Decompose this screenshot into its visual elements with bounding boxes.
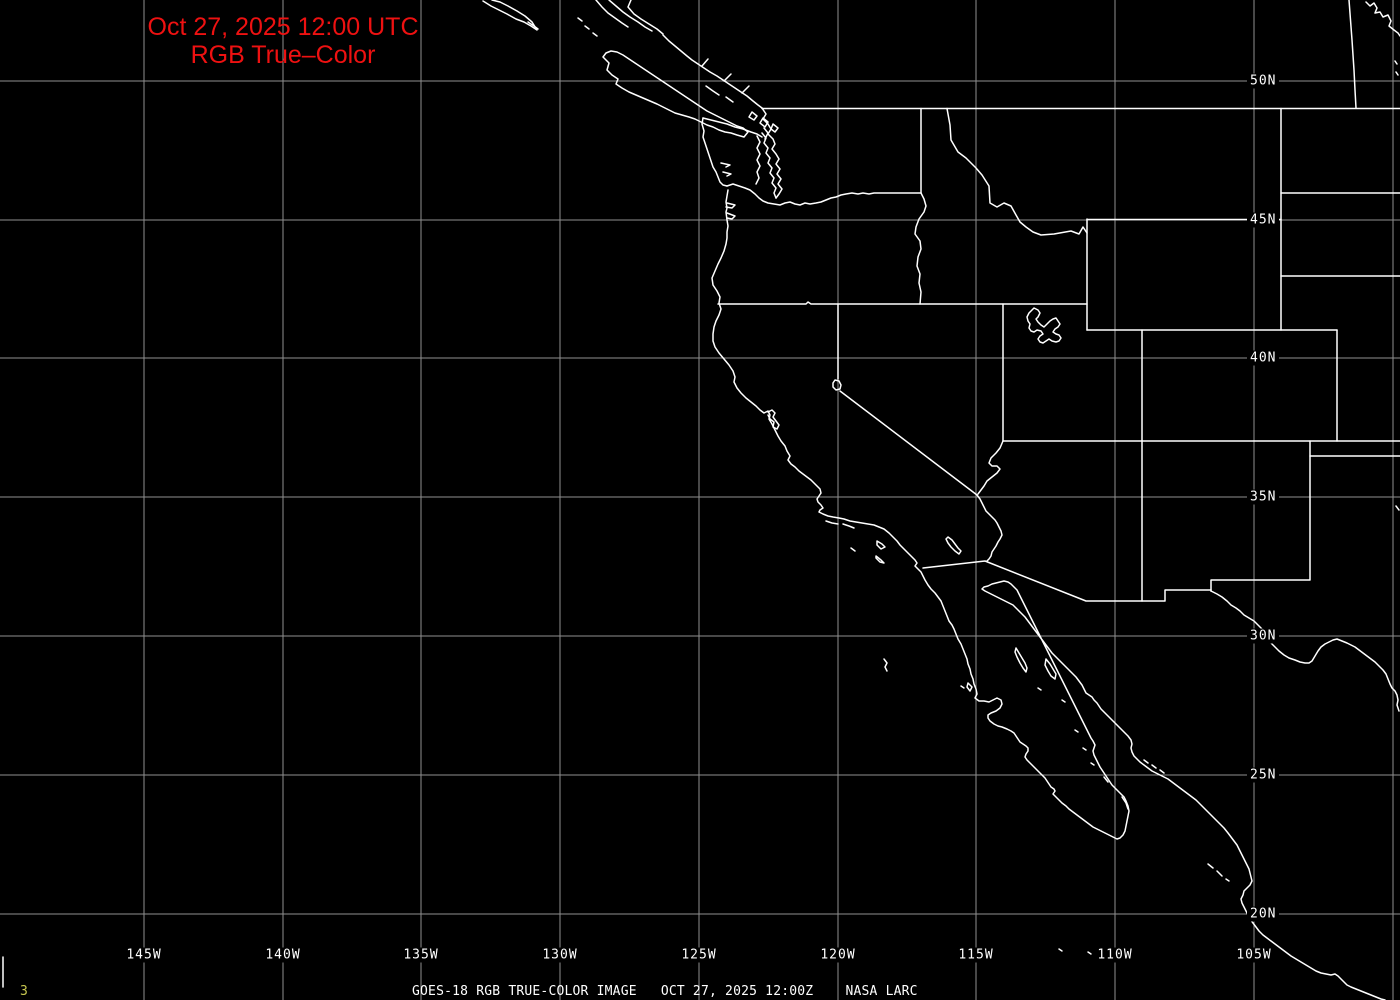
annotation-product: RGB True–Color <box>190 41 376 69</box>
islands <box>825 520 1230 955</box>
edge-tick-marks <box>2 505 1400 988</box>
longitude-label-105W: 105W <box>1233 947 1275 963</box>
latitude-label-20N: 20N <box>1247 906 1280 922</box>
state-borders <box>717 0 1400 712</box>
longitude-label-135W: 135W <box>400 947 442 963</box>
longitude-label-120W: 120W <box>817 947 859 963</box>
annotation-timestamp: Oct 27, 2025 12:00 UTC <box>147 13 419 41</box>
latitude-label-35N: 35N <box>1247 489 1280 505</box>
latitude-label-25N: 25N <box>1247 767 1280 783</box>
frame-number: 3 <box>20 984 28 999</box>
latitude-label-45N: 45N <box>1247 212 1280 228</box>
longitude-label-130W: 130W <box>539 947 581 963</box>
longitude-label-115W: 115W <box>955 947 997 963</box>
image-annotation: Oct 27, 2025 12:00 UTC RGB True–Color <box>148 13 419 69</box>
longitude-label-140W: 140W <box>262 947 304 963</box>
longitude-label-125W: 125W <box>678 947 720 963</box>
latitude-label-50N: 50N <box>1247 73 1280 89</box>
lakes <box>832 1 1400 555</box>
latitude-label-40N: 40N <box>1247 350 1280 366</box>
puget-sound-coastline <box>702 107 783 199</box>
canada-coastline <box>482 0 779 138</box>
latitude-label-30N: 30N <box>1247 628 1280 644</box>
longitude-label-110W: 110W <box>1094 947 1136 963</box>
pacific-coastline <box>701 117 1386 1000</box>
footer-caption: GOES-18 RGB TRUE-COLOR IMAGE OCT 27, 202… <box>412 984 918 999</box>
longitude-label-145W: 145W <box>123 947 165 963</box>
